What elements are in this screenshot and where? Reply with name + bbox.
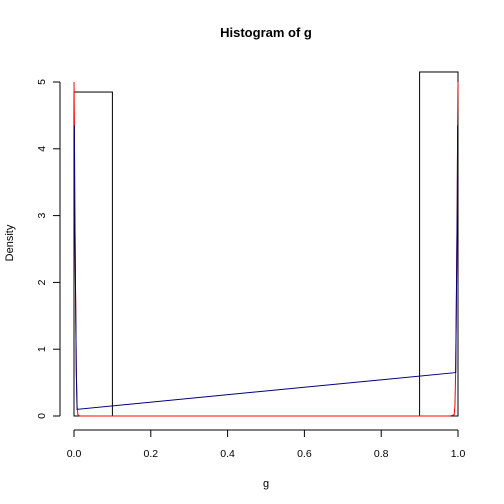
x-tick-label-2: 0.4 <box>220 448 235 460</box>
x-tick-label-5: 1.0 <box>451 448 466 460</box>
density-curve-0 <box>73 81 459 417</box>
plot-area: 0.0 0.2 0.4 0.6 0.8 1.0 0 1 2 3 4 5 <box>36 71 466 460</box>
histogram-bar-9 <box>419 71 459 417</box>
density-curve-1 <box>73 125 459 410</box>
chart-title: Histogram of g <box>220 25 312 40</box>
y-tick-label-0: 0 <box>36 413 48 419</box>
x-axis-label: g <box>263 478 269 490</box>
histogram-bar-0 <box>73 91 113 417</box>
y-tick-label-5: 5 <box>36 79 48 85</box>
y-tick-label-4: 4 <box>36 146 48 152</box>
x-tick-label-0: 0.0 <box>67 448 82 460</box>
y-tick-label-1: 1 <box>36 346 48 352</box>
y-axis-label: Density <box>4 224 16 261</box>
x-tick-label-1: 0.2 <box>143 448 158 460</box>
x-tick-label-3: 0.6 <box>297 448 312 460</box>
y-tick-label-3: 3 <box>36 213 48 219</box>
y-tick-label-2: 2 <box>36 279 48 285</box>
x-tick-label-4: 0.8 <box>374 448 389 460</box>
